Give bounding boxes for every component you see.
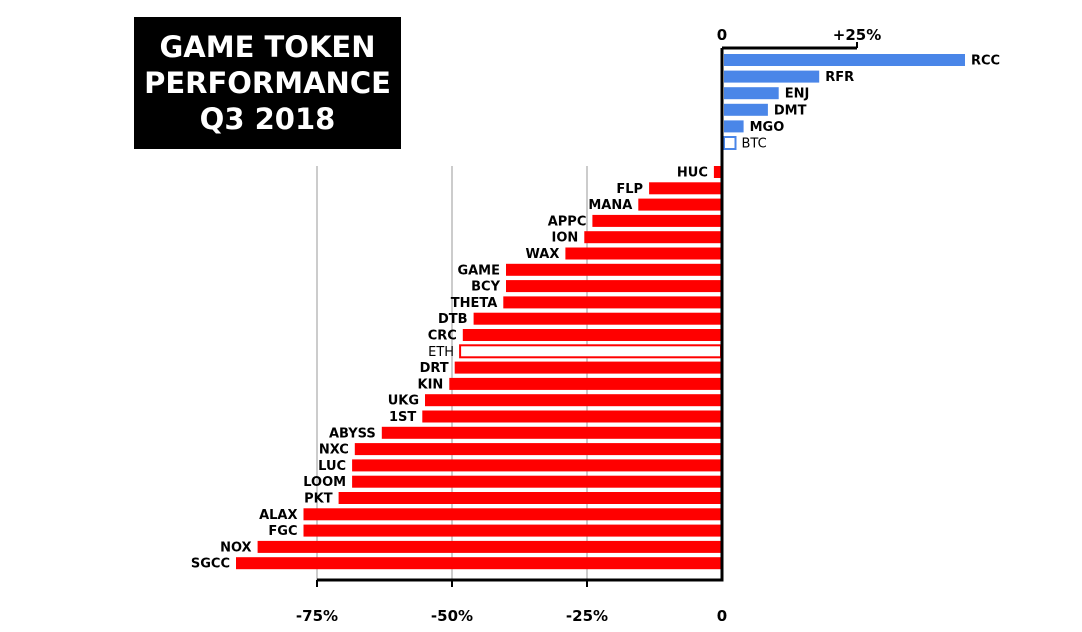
- chart-title: GAME TOKEN PERFORMANCE Q3 2018: [134, 17, 401, 149]
- bar-label-huc: HUC: [677, 166, 708, 181]
- bar-nxc: [354, 443, 721, 456]
- bar-crc: [462, 329, 721, 341]
- title-line-2: PERFORMANCE: [144, 66, 391, 100]
- bar-label-alax: ALAX: [259, 508, 297, 523]
- title-line-1: GAME TOKEN: [159, 30, 376, 64]
- bar-dmt: [724, 103, 768, 116]
- bar-ion: [584, 231, 721, 244]
- bar-label-rcc: RCC: [971, 54, 1000, 69]
- bar-enj: [724, 87, 779, 100]
- bar-alax: [303, 508, 721, 521]
- bar-bcy: [506, 280, 721, 293]
- bar-kin: [449, 377, 721, 390]
- bar-label-appc: APPC: [548, 214, 587, 229]
- bar-abyss: [381, 426, 721, 439]
- bar-appc: [592, 214, 721, 227]
- bar-label-enj: ENJ: [785, 87, 810, 102]
- bar-wax: [565, 247, 721, 260]
- bar-ukg: [425, 394, 721, 407]
- bar-label-mgo: MGO: [750, 120, 785, 135]
- bar-label-dmt: DMT: [774, 103, 807, 118]
- bar-label-bcy: BCY: [471, 280, 500, 295]
- bar-btc: [723, 136, 737, 150]
- bar-label-crc: CRC: [428, 329, 457, 344]
- axes: 0 +25% -75% -50% -25% 0: [296, 26, 881, 625]
- bar-label-fgc: FGC: [268, 524, 297, 539]
- bar-label-dtb: DTB: [438, 312, 468, 327]
- bar-label-pkt: PKT: [304, 492, 333, 507]
- bar-label-theta: THETA: [451, 296, 498, 311]
- bar-rfr: [724, 70, 820, 83]
- bar-label-abyss: ABYSS: [329, 426, 376, 441]
- bar-label-nxc: NXC: [319, 443, 349, 458]
- bar-label-wax: WAX: [526, 247, 560, 262]
- top-tick-label: 0: [717, 26, 727, 44]
- bar-label-sgcc: SGCC: [191, 557, 230, 572]
- bottom-tick-label: -75%: [296, 607, 338, 625]
- bars: [236, 54, 965, 570]
- bar-label-flp: FLP: [616, 182, 643, 197]
- bar-label-game: GAME: [457, 263, 500, 278]
- bar-label-ion: ION: [552, 231, 579, 246]
- bar-label-mana: MANA: [588, 198, 632, 213]
- bar-label-eth: ETH: [428, 345, 454, 360]
- bottom-tick-label: -50%: [431, 607, 473, 625]
- bar-1st: [422, 410, 721, 423]
- bar-luc: [352, 459, 721, 472]
- bar-dtb: [473, 312, 721, 325]
- bar-drt: [454, 361, 721, 374]
- bar-mgo: [724, 120, 744, 133]
- bar-label-luc: LUC: [318, 459, 346, 474]
- bar-fgc: [303, 524, 721, 537]
- bar-label-kin: KIN: [418, 377, 444, 392]
- bar-game: [506, 263, 721, 276]
- bar-theta: [503, 296, 721, 309]
- bar-loom: [352, 475, 721, 488]
- bar-eth: [459, 344, 722, 359]
- bar-label-loom: LOOM: [303, 475, 346, 490]
- bar-label-btc: BTC: [742, 137, 767, 152]
- bottom-tick-label: 0: [717, 607, 727, 625]
- bar-huc: [713, 166, 721, 178]
- bar-flp: [649, 182, 721, 195]
- bar-label-drt: DRT: [420, 361, 449, 376]
- bar-mana: [638, 198, 721, 211]
- bar-nox: [257, 540, 721, 553]
- bar-label-1st: 1ST: [389, 410, 416, 425]
- bar-label-ukg: UKG: [388, 394, 419, 409]
- bottom-tick-label: -25%: [566, 607, 608, 625]
- bar-label-rfr: RFR: [825, 70, 854, 85]
- top-tick-label: +25%: [833, 26, 881, 44]
- bar-pkt: [338, 492, 721, 504]
- bar-sgcc: [236, 557, 721, 570]
- bar-rcc: [724, 54, 965, 66]
- bar-label-nox: NOX: [220, 540, 252, 555]
- title-line-3: Q3 2018: [199, 102, 336, 136]
